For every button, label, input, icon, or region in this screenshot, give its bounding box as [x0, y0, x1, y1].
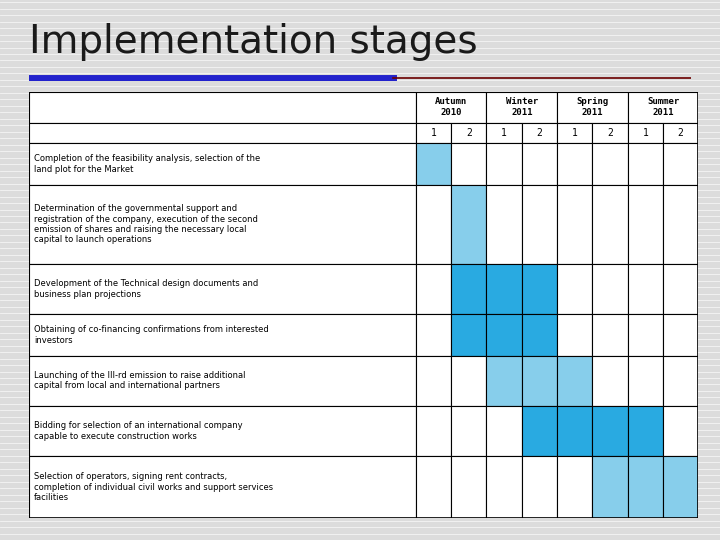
Text: Winter
2011: Winter 2011	[505, 97, 538, 117]
Bar	[557, 314, 593, 356]
Bar	[451, 123, 487, 143]
Bar	[628, 406, 663, 456]
Bar	[451, 264, 487, 314]
Bar	[416, 185, 451, 264]
Text: Launching of the III-rd emission to raise additional
capital from local and inte: Launching of the III-rd emission to rais…	[34, 371, 246, 390]
Bar	[522, 356, 557, 406]
Text: Spring
2011: Spring 2011	[576, 97, 608, 117]
Bar	[593, 123, 628, 143]
Bar	[628, 143, 663, 185]
Bar	[416, 264, 451, 314]
Text: Summer
2011: Summer 2011	[647, 97, 679, 117]
Bar	[29, 356, 416, 406]
Bar	[522, 406, 557, 456]
Bar	[663, 356, 698, 406]
Bar	[29, 123, 416, 143]
Bar	[522, 123, 557, 143]
Bar	[487, 456, 522, 518]
Text: 1: 1	[642, 128, 648, 138]
Bar	[29, 456, 416, 518]
Bar	[593, 143, 628, 185]
Text: Development of the Technical design documents and
business plan projections: Development of the Technical design docu…	[34, 279, 258, 299]
Text: Bidding for selection of an international company
capable to execute constructio: Bidding for selection of an internationa…	[34, 421, 243, 441]
Bar	[416, 456, 451, 518]
Bar	[628, 92, 698, 123]
Bar	[628, 456, 663, 518]
Bar	[593, 185, 628, 264]
Text: Implementation stages: Implementation stages	[29, 23, 477, 62]
Bar	[557, 264, 593, 314]
Bar	[29, 185, 416, 264]
Text: 2: 2	[466, 128, 472, 138]
Bar	[451, 143, 487, 185]
Bar	[487, 185, 522, 264]
Bar	[593, 356, 628, 406]
Bar	[557, 143, 593, 185]
Text: 2: 2	[678, 128, 684, 138]
Bar	[451, 314, 487, 356]
Bar	[663, 406, 698, 456]
Bar	[557, 406, 593, 456]
Bar	[628, 123, 663, 143]
Bar	[593, 406, 628, 456]
Bar	[29, 92, 416, 123]
Bar	[416, 123, 451, 143]
Bar	[663, 185, 698, 264]
Text: 1: 1	[501, 128, 507, 138]
Bar	[557, 92, 628, 123]
Bar	[593, 314, 628, 356]
Bar	[593, 264, 628, 314]
Text: Completion of the feasibility analysis, selection of the
land plot for the Marke: Completion of the feasibility analysis, …	[34, 154, 261, 173]
Bar	[416, 356, 451, 406]
Bar	[29, 264, 416, 314]
Bar	[487, 314, 522, 356]
Bar	[416, 314, 451, 356]
Bar	[628, 314, 663, 356]
Bar	[416, 143, 451, 185]
Text: Autumn
2010: Autumn 2010	[435, 97, 467, 117]
Bar	[522, 314, 557, 356]
Bar	[557, 356, 593, 406]
Text: 1: 1	[431, 128, 436, 138]
Bar	[522, 264, 557, 314]
Bar	[451, 406, 487, 456]
Bar	[663, 123, 698, 143]
Bar	[29, 406, 416, 456]
Bar	[487, 123, 522, 143]
Bar	[416, 406, 451, 456]
Bar	[557, 123, 593, 143]
Bar	[451, 356, 487, 406]
Bar	[451, 185, 487, 264]
Bar	[593, 456, 628, 518]
Text: Determination of the governmental support and
registration of the company, execu: Determination of the governmental suppor…	[34, 204, 258, 245]
Bar	[663, 264, 698, 314]
Bar	[557, 456, 593, 518]
Bar	[487, 264, 522, 314]
Bar	[487, 406, 522, 456]
Bar	[628, 356, 663, 406]
Bar	[663, 456, 698, 518]
Bar	[522, 143, 557, 185]
Bar	[628, 185, 663, 264]
Bar	[487, 92, 557, 123]
Text: 2: 2	[607, 128, 613, 138]
Bar	[451, 456, 487, 518]
Bar	[522, 185, 557, 264]
Bar	[557, 185, 593, 264]
Text: Obtaining of co-financing confirmations from interested
investors: Obtaining of co-financing confirmations …	[34, 325, 269, 345]
Bar	[628, 264, 663, 314]
Bar	[29, 143, 416, 185]
Bar	[663, 314, 698, 356]
Text: 1: 1	[572, 128, 577, 138]
Text: Selection of operators, signing rent contracts,
completion of individual civil w: Selection of operators, signing rent con…	[34, 472, 274, 502]
Bar	[487, 143, 522, 185]
Text: 2: 2	[536, 128, 542, 138]
Bar	[487, 356, 522, 406]
Bar	[416, 92, 487, 123]
Bar	[522, 456, 557, 518]
Bar	[663, 143, 698, 185]
Bar	[29, 314, 416, 356]
